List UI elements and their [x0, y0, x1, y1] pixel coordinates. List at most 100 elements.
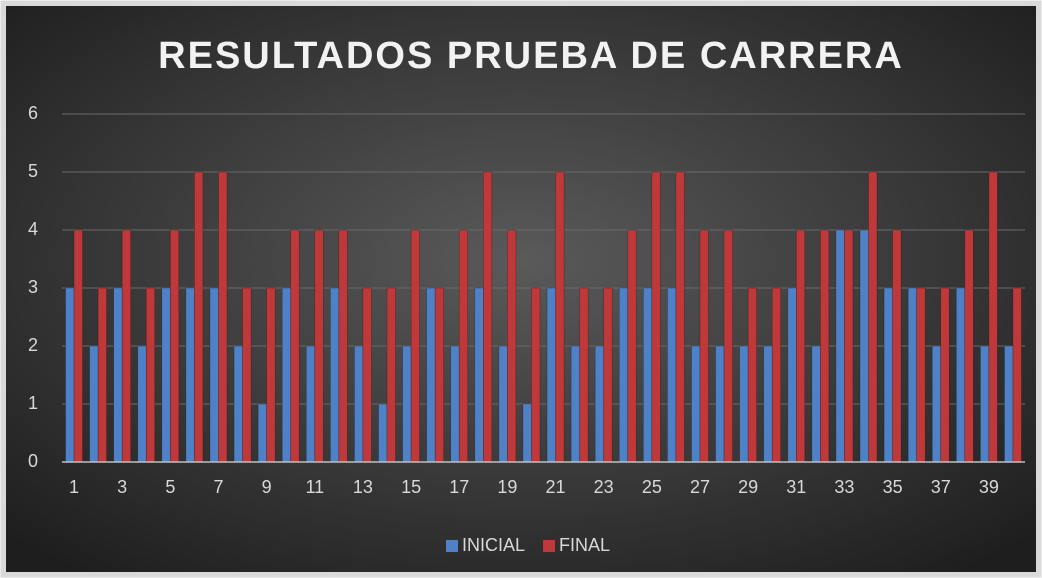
x-tick-label: 7 [213, 477, 223, 497]
bar [97, 287, 107, 463]
bar [723, 229, 733, 463]
bar [257, 403, 267, 463]
bar [795, 229, 806, 463]
bar [691, 345, 701, 463]
bar [314, 229, 324, 463]
x-tick-label: 1 [69, 477, 79, 497]
bar [474, 287, 484, 463]
x-tick-label: 21 [546, 477, 566, 497]
bar [290, 229, 300, 463]
bar [643, 287, 653, 463]
bar [522, 403, 532, 463]
bar [555, 171, 565, 463]
bar [667, 287, 677, 463]
legend-swatch [446, 540, 458, 552]
bar [242, 287, 252, 463]
bar [868, 171, 878, 463]
bar [531, 287, 541, 463]
x-tick-label: 31 [786, 477, 806, 497]
bar [787, 287, 797, 463]
bar [907, 287, 917, 463]
bar [1004, 345, 1014, 463]
bar [627, 229, 637, 463]
y-tick-label: 1 [28, 393, 38, 413]
bar [89, 345, 99, 463]
bar [330, 287, 340, 463]
bar [185, 287, 195, 463]
y-tick-label: 4 [28, 219, 38, 239]
bar [699, 229, 709, 463]
bar [402, 345, 412, 463]
bar [940, 287, 950, 463]
bar [956, 287, 966, 463]
bar [434, 287, 444, 463]
legend-swatch [543, 540, 556, 552]
bar [883, 287, 893, 463]
y-tick-label: 2 [28, 335, 38, 355]
bar [811, 345, 821, 463]
bar [763, 345, 773, 463]
bar [892, 229, 902, 463]
x-tick-label: 3 [117, 477, 127, 497]
bar [980, 345, 990, 463]
bar [618, 287, 629, 463]
x-tick-label: 11 [305, 477, 324, 497]
bar [305, 345, 316, 463]
bar [121, 229, 131, 463]
x-tick-label: 33 [834, 477, 854, 497]
legend-label: INICIAL [462, 535, 525, 555]
x-tick-label: 19 [497, 477, 517, 497]
x-tick-label: 37 [931, 477, 951, 497]
bar [218, 171, 228, 463]
bar [498, 345, 508, 463]
bar [546, 287, 556, 463]
bar [1012, 287, 1022, 463]
bar [483, 171, 493, 463]
x-tick-label: 13 [353, 477, 373, 497]
bar [747, 287, 757, 463]
x-tick-label: 23 [594, 477, 614, 497]
bar [410, 229, 420, 463]
x-tick-label: 35 [883, 477, 903, 497]
background [6, 6, 1036, 572]
bar [603, 287, 613, 463]
y-tick-label: 6 [28, 103, 38, 123]
bar [233, 345, 243, 463]
bar [771, 287, 782, 463]
y-tick-label: 3 [28, 277, 38, 297]
legend-label: FINAL [559, 535, 610, 555]
bar [964, 229, 974, 463]
x-tick-label: 15 [401, 477, 421, 497]
bar [209, 287, 219, 463]
x-tick-label: 27 [690, 477, 710, 497]
bar [378, 403, 388, 463]
bar [161, 287, 171, 463]
bar [338, 229, 348, 463]
bar [450, 345, 460, 463]
bar [988, 171, 998, 463]
bar [594, 345, 604, 463]
bar [354, 345, 364, 463]
x-tick-label: 5 [165, 477, 175, 497]
bar [65, 287, 75, 463]
x-tick-label: 17 [449, 477, 469, 497]
bar [386, 287, 396, 463]
x-tick-label: 39 [979, 477, 999, 497]
bar [835, 229, 845, 463]
bar [281, 287, 292, 463]
bar [579, 287, 589, 463]
x-tick-label: 9 [262, 477, 272, 497]
bar [458, 229, 469, 463]
bar [362, 287, 372, 463]
bar [194, 171, 204, 463]
bar [675, 171, 685, 463]
bar [113, 287, 123, 463]
bar [739, 345, 749, 463]
bar [931, 345, 942, 463]
bar [507, 229, 517, 463]
bar [844, 229, 854, 463]
bar [73, 229, 83, 463]
y-tick-label: 5 [28, 161, 38, 181]
